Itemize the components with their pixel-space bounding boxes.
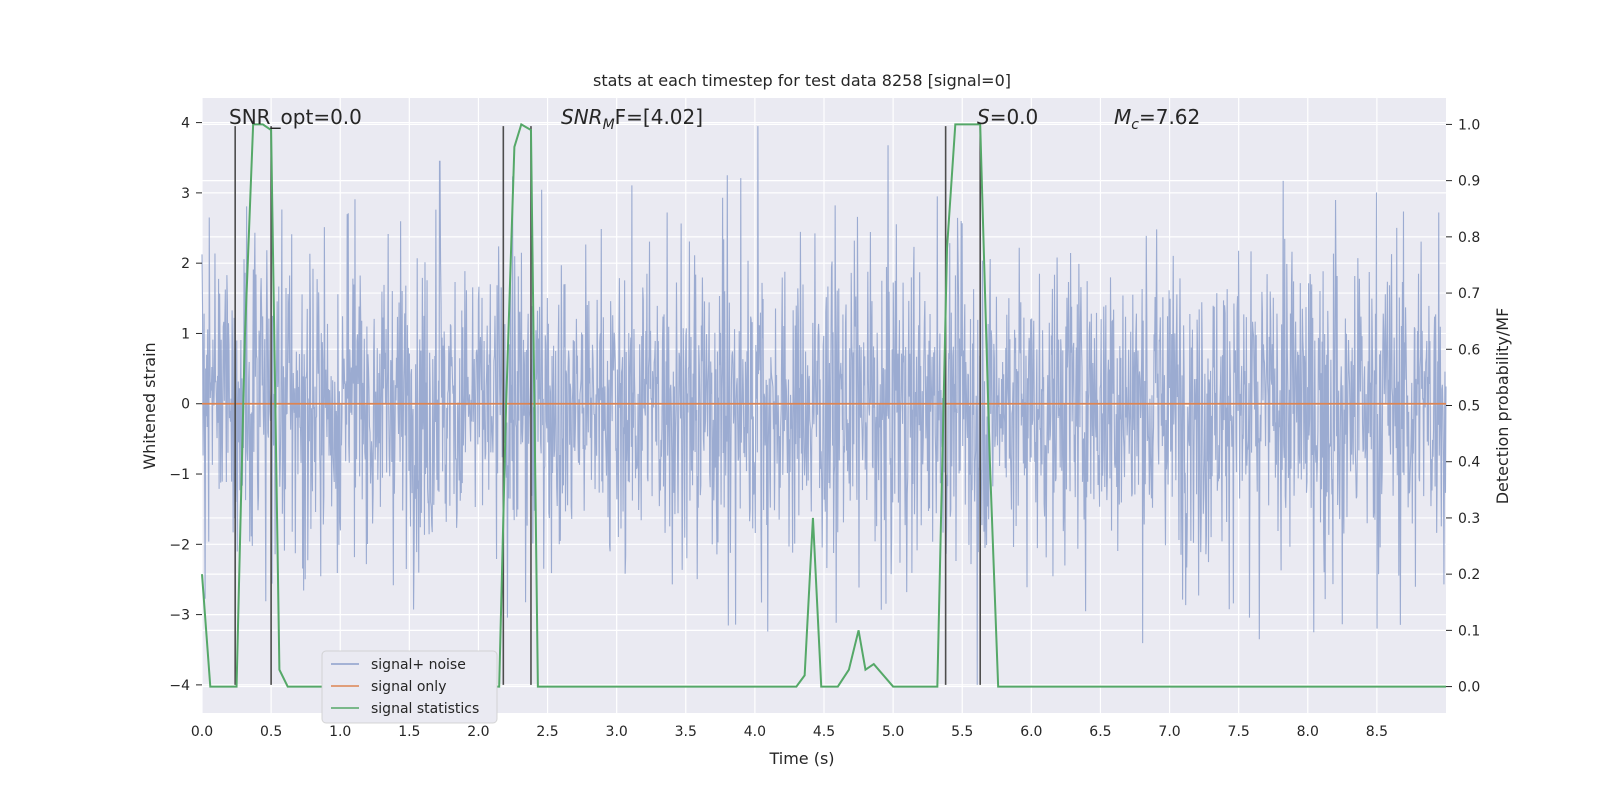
x-tick-label: 5.0 [882, 724, 904, 740]
annotation-s-main: S [977, 105, 990, 129]
y-tick-label-left: 3 [181, 186, 190, 202]
legend-label-signal-statistics: signal statistics [371, 701, 479, 717]
y-axis-label-left: Whitened strain [140, 342, 159, 469]
x-tick-label: 6.5 [1089, 724, 1111, 740]
y-axis-label-right: Detection probability/MF [1493, 308, 1512, 505]
signal-statistics-line [201, 122, 1446, 688]
annotation-snr-mf-rest: F=[4.02] [615, 105, 703, 129]
signal-noise-series [201, 126, 1447, 685]
y-tick-label-left: 2 [181, 256, 190, 272]
y-tick-label-right: 0.4 [1458, 455, 1480, 471]
x-axis-label: Time (s) [768, 749, 834, 768]
legend: signal+ noise signal only signal statist… [321, 650, 498, 724]
x-tick-label: 3.5 [675, 724, 697, 740]
y-tick-label-right: 0.8 [1458, 230, 1480, 246]
annotation-mc: Mc=7.62 [1114, 105, 1200, 133]
y-tick-label-right: 1.0 [1458, 117, 1480, 133]
annotation-snr-mf-sub: M [603, 117, 615, 133]
annotation-snr-mf: SNRMF=[4.02] [561, 105, 703, 133]
axis-ticks: 0.0 0.5 1.0 1.5 2.0 2.5 3.0 3.5 4.0 4.5 5.0 5.5 6.0 6… [169, 116, 1480, 740]
x-tick-label: 8.5 [1366, 724, 1388, 740]
x-tick-label: 1.5 [398, 724, 420, 740]
annotation-mc-sub: c [1131, 117, 1139, 133]
y-tick-label-left: 1 [181, 326, 190, 342]
annotation-s-rest: =0.0 [990, 105, 1039, 129]
legend-box [321, 650, 498, 724]
annotation-snr-mf-main: SNR [561, 105, 603, 129]
y-tick-label-right: 0.6 [1458, 342, 1480, 358]
signal-noise-line [201, 126, 1447, 685]
y-tick-label-right: 0.1 [1458, 623, 1480, 639]
y-tick-label-right: 0.5 [1458, 399, 1480, 415]
x-tick-label: 2.0 [467, 724, 489, 740]
y-tick-label-left: 4 [181, 116, 190, 132]
x-tick-label: 0.5 [260, 724, 282, 740]
x-tick-label: 3.0 [606, 724, 628, 740]
x-tick-label: 5.5 [951, 724, 973, 740]
x-tick-label: 6.0 [1020, 724, 1042, 740]
y-tick-label-right: 0.7 [1458, 286, 1480, 302]
y-tick-label-right: 0.0 [1458, 680, 1480, 696]
y-tick-label-left: −2 [169, 537, 190, 553]
x-tick-label: 2.5 [536, 724, 558, 740]
annotation-s: S=0.0 [977, 105, 1038, 129]
y-tick-label-left: −4 [169, 678, 190, 694]
x-tick-label: 4.0 [744, 724, 766, 740]
y-tick-label-right: 0.9 [1458, 174, 1480, 190]
y-tick-label-right: 0.3 [1458, 511, 1480, 527]
signal-statistics-series [201, 122, 1446, 688]
legend-label-signal-noise: signal+ noise [371, 657, 466, 673]
y-tick-label-left: −3 [169, 608, 190, 624]
legend-label-signal-only: signal only [371, 679, 446, 695]
x-tick-label: 7.5 [1228, 724, 1250, 740]
y-tick-label-right: 0.2 [1458, 567, 1480, 583]
x-tick-label: 4.5 [813, 724, 835, 740]
x-tick-label: 0.0 [191, 724, 213, 740]
annotation-mc-rest: =7.62 [1139, 105, 1200, 129]
annotation-snr-opt: SNR_opt=0.0 [229, 105, 362, 129]
x-tick-label: 7.0 [1158, 724, 1180, 740]
y-tick-label-left: 0 [181, 397, 190, 413]
annotation-mc-main: M [1114, 105, 1131, 129]
vertical-markers [234, 126, 981, 685]
y-tick-label-left: −1 [169, 467, 190, 483]
chart-title: stats at each timestep for test data 825… [593, 71, 1011, 90]
x-tick-label: 8.0 [1297, 724, 1319, 740]
x-tick-label: 1.0 [329, 724, 351, 740]
